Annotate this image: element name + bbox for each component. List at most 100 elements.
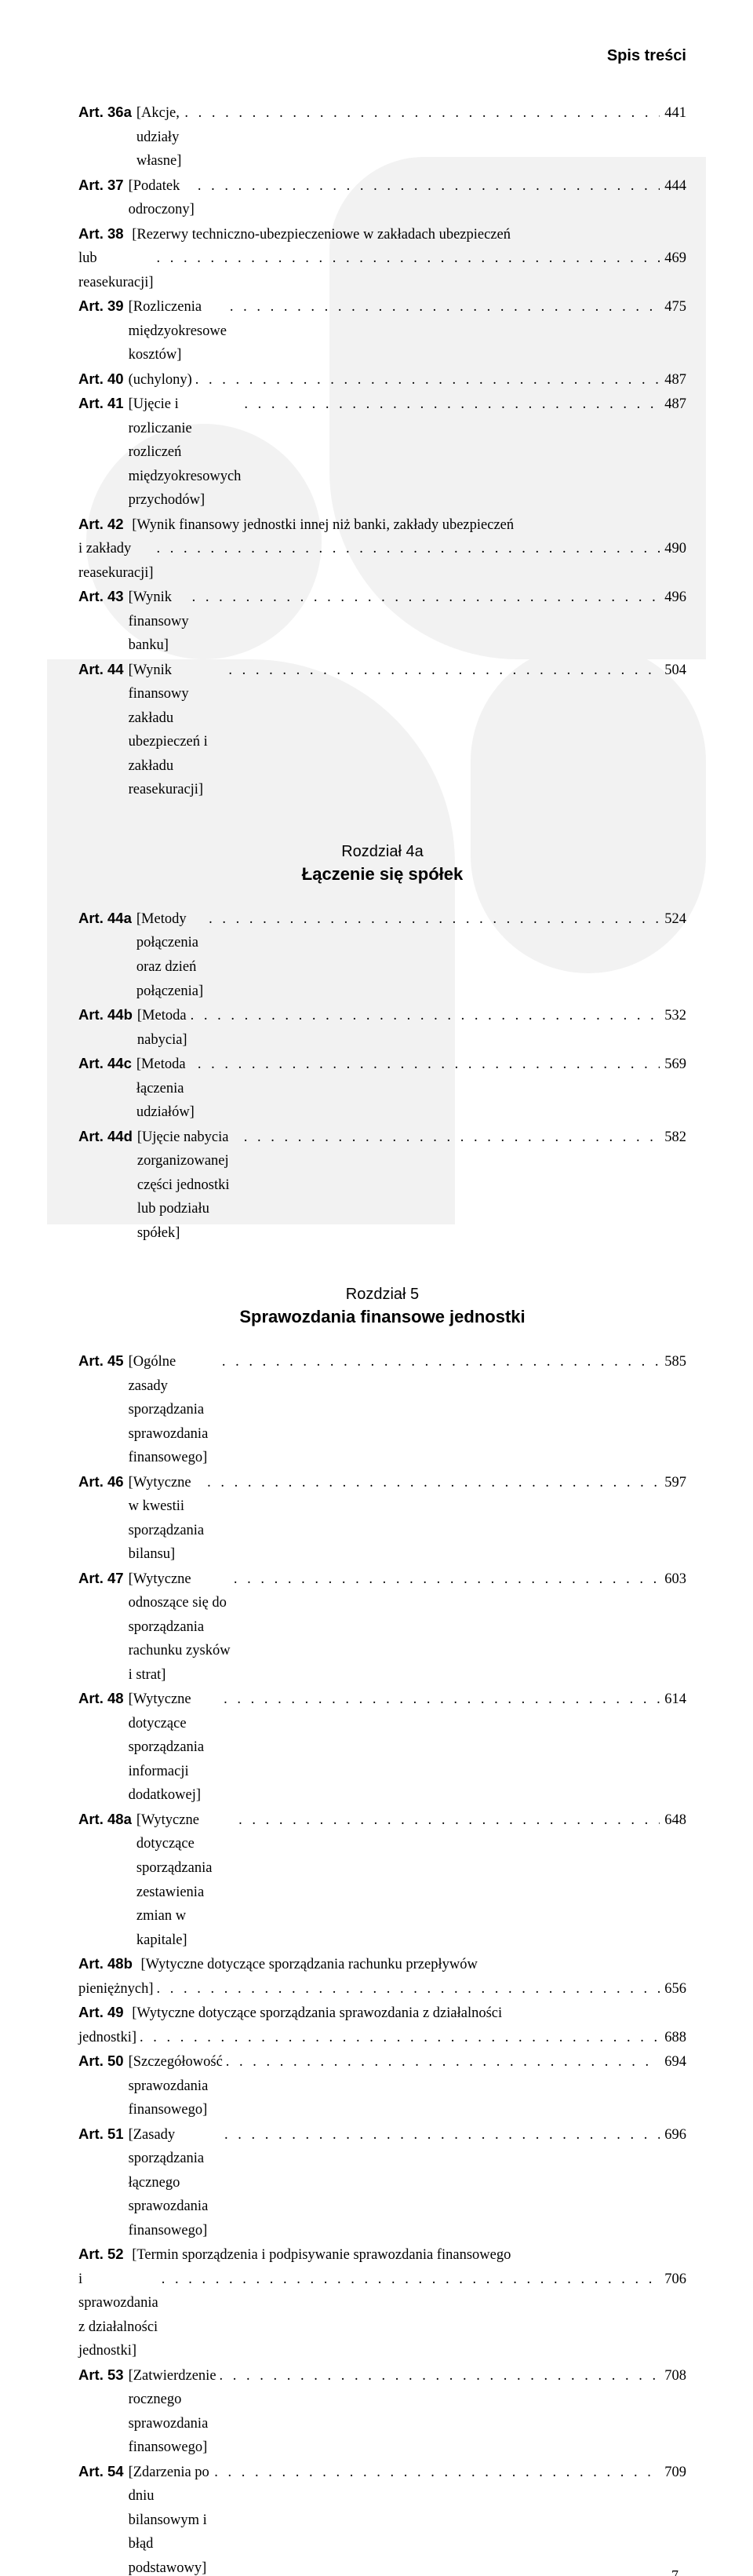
article-label: Art. 53 bbox=[78, 2363, 124, 2388]
page-ref: 709 bbox=[660, 2461, 686, 2485]
toc-entry: Art. 44d[Ujęcie nabycia zorganizowanej c… bbox=[78, 1125, 686, 1246]
article-label: Art. 37 bbox=[78, 173, 124, 198]
article-title: [Rozliczenia międzyokresowe kosztów] bbox=[129, 295, 227, 367]
leader-dots: . . . . . . . . . . . . . . . . . . . . … bbox=[154, 537, 660, 561]
page-ref: 708 bbox=[660, 2364, 686, 2388]
leader-dots: . . . . . . . . . . . . . . . . . . . . … bbox=[204, 1471, 660, 1495]
leader-dots: . . . . . . . . . . . . . . . . . . . . … bbox=[181, 101, 660, 126]
article-label: Art. 46 bbox=[78, 1470, 124, 1494]
page-ref: 696 bbox=[660, 2123, 686, 2147]
article-label: Art. 51 bbox=[78, 2122, 124, 2147]
article-title: [Wytyczne dotyczące sporządzania informa… bbox=[129, 1688, 220, 1808]
toc-entry: Art. 44[Wynik finansowy zakładu ubezpiec… bbox=[78, 658, 686, 802]
leader-dots: . . . . . . . . . . . . . . . . . . . . … bbox=[235, 1808, 660, 1833]
article-title: lub reasekuracji] bbox=[78, 246, 154, 294]
toc-entry: Art. 48b [Wytyczne dotyczące sporządzani… bbox=[78, 1952, 686, 2001]
page-ref: 532 bbox=[660, 1004, 686, 1028]
article-title: [Akcje, udziały własne] bbox=[136, 101, 182, 173]
leader-dots: . . . . . . . . . . . . . . . . . . . . … bbox=[154, 246, 660, 271]
toc-entry: Art. 48[Wytyczne dotyczące sporządzania … bbox=[78, 1687, 686, 1808]
toc-entry: Art. 49 [Wytyczne dotyczące sporządzania… bbox=[78, 2001, 686, 2049]
article-title: [Metoda łączenia udziałów] bbox=[136, 1053, 195, 1125]
article-label: Art. 44c bbox=[78, 1052, 132, 1076]
leader-dots: . . . . . . . . . . . . . . . . . . . . … bbox=[221, 2123, 660, 2147]
article-title: [Zatwierdzenie rocznego sprawozdania fin… bbox=[129, 2364, 216, 2460]
page-ref: 487 bbox=[660, 392, 686, 417]
leader-dots: . . . . . . . . . . . . . . . . . . . . … bbox=[206, 907, 660, 932]
leader-dots: . . . . . . . . . . . . . . . . . . . . … bbox=[136, 2026, 660, 2050]
leader-dots: . . . . . . . . . . . . . . . . . . . . … bbox=[211, 2461, 660, 2485]
page-ref: 614 bbox=[660, 1688, 686, 1712]
page-ref: 524 bbox=[660, 907, 686, 932]
toc-entry: Art. 38 [Rezerwy techniczno-ubezpieczeni… bbox=[78, 222, 686, 295]
article-label: Art. 48 bbox=[78, 1687, 124, 1711]
article-label: Art. 40 bbox=[78, 367, 124, 392]
article-label: Art. 54 bbox=[78, 2460, 124, 2484]
toc-entry: Art. 39[Rozliczenia międzyokresowe koszt… bbox=[78, 294, 686, 367]
toc-entry: Art. 52 [Termin sporządzenia i podpisywa… bbox=[78, 2242, 686, 2363]
leader-dots: . . . . . . . . . . . . . . . . . . . . … bbox=[192, 368, 660, 392]
toc-entry: Art. 46[Wytyczne w kwestii sporządzania … bbox=[78, 1470, 686, 1567]
page-ref: 569 bbox=[660, 1053, 686, 1077]
toc-group-2: Art. 44a[Metody połączenia oraz dzień po… bbox=[78, 907, 686, 1245]
leader-dots: . . . . . . . . . . . . . . . . . . . . … bbox=[223, 2050, 660, 2074]
article-label: Art. 48a bbox=[78, 1808, 132, 1832]
article-label: Art. 44d bbox=[78, 1125, 133, 1149]
chapter-name: Łączenie się spółek bbox=[78, 864, 686, 885]
toc-entry: Art. 48a[Wytyczne dotyczące sporządzania… bbox=[78, 1808, 686, 1952]
toc-entry: Art. 41[Ujęcie i rozliczanie rozliczeń m… bbox=[78, 392, 686, 513]
article-label: Art. 43 bbox=[78, 585, 124, 609]
page-ref: 582 bbox=[660, 1126, 686, 1150]
toc-entry: Art. 43[Wynik finansowy banku] . . . . .… bbox=[78, 585, 686, 658]
article-title: [Zdarzenia po dniu bilansowym i błąd pod… bbox=[129, 2461, 212, 2576]
article-title: i zakłady reasekuracji] bbox=[78, 537, 154, 585]
leader-dots: . . . . . . . . . . . . . . . . . . . . … bbox=[220, 1688, 660, 1712]
leader-dots: . . . . . . . . . . . . . . . . . . . . … bbox=[189, 586, 660, 610]
leader-dots: . . . . . . . . . . . . . . . . . . . . … bbox=[227, 295, 660, 319]
page-ref: 688 bbox=[660, 2026, 686, 2050]
leader-dots: . . . . . . . . . . . . . . . . . . . . … bbox=[225, 659, 660, 683]
leader-dots: . . . . . . . . . . . . . . . . . . . . … bbox=[231, 1567, 660, 1592]
section-heading-5: Rozdział 5 Sprawozdania finansowe jednos… bbox=[78, 1286, 686, 1327]
page-ref: 656 bbox=[660, 1977, 686, 2001]
leader-dots: . . . . . . . . . . . . . . . . . . . . … bbox=[187, 1004, 660, 1028]
article-title: [Zasady sporządzania łącznego sprawozdan… bbox=[129, 2123, 221, 2243]
toc-entry: Art. 37[Podatek odroczony] . . . . . . .… bbox=[78, 173, 686, 222]
article-label: Art. 47 bbox=[78, 1567, 124, 1591]
article-label: Art. 36a bbox=[78, 100, 132, 125]
article-title: i sprawozdania z działalności jednostki] bbox=[78, 2268, 158, 2363]
article-title: [Podatek odroczony] bbox=[129, 174, 195, 222]
article-label: Art. 52 bbox=[78, 2246, 124, 2262]
page-header: Spis treści bbox=[78, 47, 686, 65]
page-ref: 648 bbox=[660, 1808, 686, 1833]
page-ref: 694 bbox=[660, 2050, 686, 2074]
leader-dots: . . . . . . . . . . . . . . . . . . . . … bbox=[219, 1350, 660, 1374]
page-ref: 487 bbox=[660, 368, 686, 392]
toc-entry: Art. 44c[Metoda łączenia udziałów] . . .… bbox=[78, 1052, 686, 1125]
article-title: [Wynik finansowy banku] bbox=[129, 586, 189, 658]
toc-group-1: Art. 36a[Akcje, udziały własne] . . . . … bbox=[78, 100, 686, 802]
leader-dots: . . . . . . . . . . . . . . . . . . . . … bbox=[195, 1053, 660, 1077]
article-label: Art. 48b bbox=[78, 1955, 133, 1972]
toc-entry: Art. 44a[Metody połączenia oraz dzień po… bbox=[78, 907, 686, 1003]
article-title: [Wytyczne odnoszące się do sporządzania … bbox=[129, 1567, 231, 1688]
article-label: Art. 44b bbox=[78, 1003, 133, 1027]
article-label: Art. 49 bbox=[78, 2004, 124, 2020]
article-label: Art. 45 bbox=[78, 1349, 124, 1374]
leader-dots: . . . . . . . . . . . . . . . . . . . . … bbox=[241, 392, 660, 417]
leader-dots: . . . . . . . . . . . . . . . . . . . . … bbox=[216, 2364, 660, 2388]
article-label: Art. 41 bbox=[78, 392, 124, 416]
page-ref: 603 bbox=[660, 1567, 686, 1592]
page-ref: 475 bbox=[660, 295, 686, 319]
chapter-label: Rozdział 5 bbox=[78, 1286, 686, 1304]
toc-entry: Art. 47[Wytyczne odnoszące się do sporzą… bbox=[78, 1567, 686, 1688]
toc-entry: Art. 42 [Wynik finansowy jednostki innej… bbox=[78, 513, 686, 586]
section-heading-4a: Rozdział 4a Łączenie się spółek bbox=[78, 843, 686, 885]
article-label: Art. 44a bbox=[78, 907, 132, 931]
chapter-name: Sprawozdania finansowe jednostki bbox=[78, 1307, 686, 1327]
toc-entry: Art. 54[Zdarzenia po dniu bilansowym i b… bbox=[78, 2460, 686, 2576]
toc-entry: Art. 44b[Metoda nabycia] . . . . . . . .… bbox=[78, 1003, 686, 1052]
leader-dots: . . . . . . . . . . . . . . . . . . . . … bbox=[241, 1126, 660, 1150]
page-ref: 490 bbox=[660, 537, 686, 561]
article-title: [Ujęcie nabycia zorganizowanej części je… bbox=[137, 1126, 241, 1246]
